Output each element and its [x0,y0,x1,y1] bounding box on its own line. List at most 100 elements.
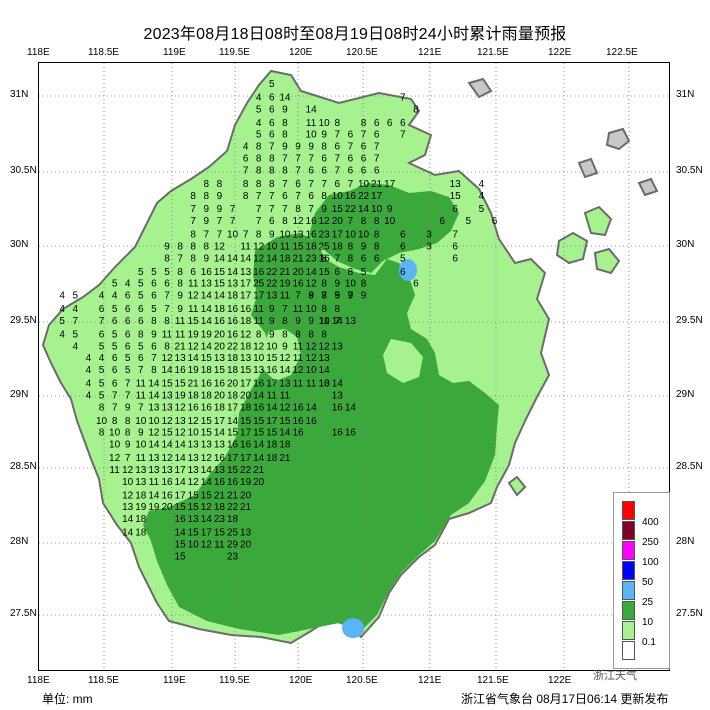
rain-value: 14 [122,514,134,525]
rain-value: 5 [125,353,131,364]
rain-value: 10 [122,477,134,488]
rain-value: 9 [295,142,301,153]
rain-value: 7 [99,316,105,327]
rain-value: 16 [240,440,252,451]
rain-value: 15 [175,551,187,562]
rain-value: 7 [190,204,196,215]
rain-value: 16 [175,514,187,525]
rain-value: 16 [345,191,357,202]
rain-value: 8 [321,279,327,290]
rain-value: 9 [361,242,367,253]
rain-value: 10 [345,230,357,241]
rain-value: 13 [148,402,160,413]
rain-value: 7 [321,179,327,190]
rain-value: 6 [125,329,131,340]
rain-value: 22 [358,191,370,202]
rain-value: 9 [204,204,210,215]
rain-value: 21 [214,490,226,501]
rain-value: 9 [204,253,210,264]
lat-tick: 28N [676,536,695,547]
rain-value: 20 [292,267,304,278]
rain-value: 10 [319,379,331,390]
rain-value: 11 [175,329,186,340]
rain-value: 20 [332,216,344,227]
rain-value: 5 [269,79,275,90]
rain-value: 8 [282,316,288,327]
rain-value: 7 [295,166,301,177]
rain-value: 7 [335,253,341,264]
rain-value: 13 [214,465,226,476]
rain-25-50-spot [399,259,417,281]
rain-value: 6 [361,154,367,165]
rain-value: 7 [230,216,236,227]
lat-tick: 31N [676,89,695,100]
rain-value: 6 [400,242,406,253]
lon-tick: 119E [163,675,186,686]
rain-value: 12 [292,216,304,227]
rain-value: 9 [151,329,157,340]
rain-value: 14 [227,253,239,264]
lat-tick: 28N [10,536,29,547]
rain-value: 17 [227,453,239,464]
rain-value: 6 [99,329,105,340]
rain-value: 12 [306,341,318,352]
rain-value: 5 [125,365,131,376]
rain-value: 14 [201,514,213,525]
rain-value: 13 [148,465,160,476]
rain-value: 6 [125,304,131,315]
rain-value: 12 [161,453,173,464]
rain-value: 6 [400,118,406,129]
lon-tick: 121.5E [477,47,509,58]
grid-lines [39,63,669,670]
rain-value: 8 [256,230,262,241]
rain-value: 9 [217,204,223,215]
rain-value: 8 [269,166,275,177]
rain-value: 15 [450,191,462,202]
rain-value: 13 [266,291,278,302]
rain-value: 8 [125,428,131,439]
rain-value: 12 [201,453,213,464]
rain-value: 15 [240,416,252,427]
legend-swatch [622,501,635,520]
rain-value: 21 [279,267,291,278]
rain-value: 8 [269,154,275,165]
rain-value: 6 [348,166,354,177]
island [467,77,493,99]
rain-value: 14 [253,453,265,464]
rain-value: 12 [161,353,173,364]
rain-value: 16 [292,428,304,439]
rain-value: 11 [188,279,199,290]
rain-value: 10 [135,416,147,427]
rain-value: 12 [201,502,213,513]
rain-value: 14 [279,365,291,376]
rain-value: 13 [227,279,239,290]
rain-value: 10 [319,316,331,327]
rain-value: 7 [308,179,314,190]
rain-value: 14 [358,204,370,215]
rain-value: 16 [306,216,318,227]
rain-value: 14 [306,104,318,115]
rain-value: 12 [279,402,291,413]
rain-value: 8 [190,230,196,241]
rain-value: 8 [164,316,170,327]
legend-swatch [622,601,635,620]
rain-value: 13 [122,502,134,513]
rain-value: 10 [358,230,370,241]
legend: 400 250 100 50 25 10 0.1 [613,492,670,669]
rain-value: 14 [201,316,213,327]
legend-swatch [622,641,635,660]
rain-value: 10 [279,230,291,241]
rain-value: 6 [413,279,419,290]
rain-value: 8 [190,253,196,264]
rain-value: 7 [335,166,341,177]
lon-tick: 120E [289,675,313,686]
rain-value: 14 [266,253,278,264]
rain-value: 5 [99,379,105,390]
rain-value: 13 [214,353,226,364]
rain-value: 8 [204,242,210,253]
rain-value: 7 [282,304,288,315]
rain-value: 13 [450,179,462,190]
rain-value: 20 [240,490,252,501]
rain-value: 17 [240,453,252,464]
rain-value: 17 [240,279,252,290]
